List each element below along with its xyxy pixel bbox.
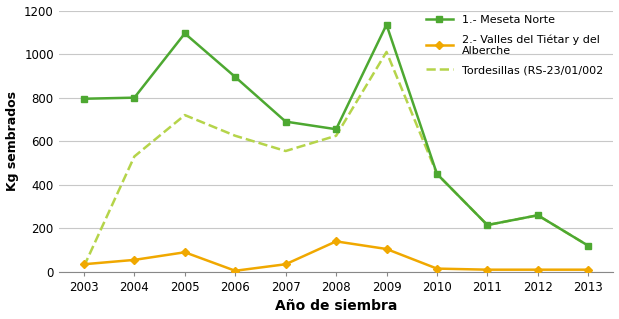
1.- Meseta Norte — [534, 213, 542, 217]
Tordesillas (RS-23/01/002 — [332, 134, 340, 138]
1.- Meseta Norte — [483, 223, 491, 227]
2.- Valles del Tiétar y del
Alberche — [332, 240, 340, 243]
Line: 2.- Valles del Tiétar y del
Alberche: 2.- Valles del Tiétar y del Alberche — [81, 238, 591, 274]
2.- Valles del Tiétar y del
Alberche — [534, 268, 542, 271]
Y-axis label: Kg sembrados: Kg sembrados — [6, 91, 19, 191]
Tordesillas (RS-23/01/002 — [383, 50, 390, 54]
1.- Meseta Norte — [80, 97, 88, 101]
Tordesillas (RS-23/01/002 — [584, 244, 592, 248]
2.- Valles del Tiétar y del
Alberche — [80, 262, 88, 266]
1.- Meseta Norte — [332, 127, 340, 131]
2.- Valles del Tiétar y del
Alberche — [433, 267, 441, 271]
1.- Meseta Norte — [584, 244, 592, 248]
Tordesillas (RS-23/01/002 — [131, 154, 138, 158]
Tordesillas (RS-23/01/002 — [534, 213, 542, 217]
1.- Meseta Norte — [433, 172, 441, 176]
Tordesillas (RS-23/01/002 — [483, 223, 491, 227]
Line: Tordesillas (RS-23/01/002: Tordesillas (RS-23/01/002 — [84, 52, 588, 266]
2.- Valles del Tiétar y del
Alberche — [232, 269, 239, 273]
2.- Valles del Tiétar y del
Alberche — [181, 250, 189, 254]
1.- Meseta Norte — [383, 23, 390, 26]
1.- Meseta Norte — [131, 96, 138, 100]
1.- Meseta Norte — [181, 32, 189, 35]
2.- Valles del Tiétar y del
Alberche — [131, 258, 138, 262]
Tordesillas (RS-23/01/002 — [433, 172, 441, 176]
2.- Valles del Tiétar y del
Alberche — [383, 247, 390, 251]
Legend: 1.- Meseta Norte, 2.- Valles del Tiétar y del
Alberche, Tordesillas (RS-23/01/00: 1.- Meseta Norte, 2.- Valles del Tiétar … — [421, 11, 608, 80]
2.- Valles del Tiétar y del
Alberche — [483, 268, 491, 271]
2.- Valles del Tiétar y del
Alberche — [584, 268, 592, 271]
1.- Meseta Norte — [232, 75, 239, 79]
1.- Meseta Norte — [282, 120, 289, 123]
X-axis label: Año de siembra: Año de siembra — [275, 300, 397, 314]
Line: 1.- Meseta Norte: 1.- Meseta Norte — [80, 21, 592, 249]
Tordesillas (RS-23/01/002 — [181, 113, 189, 117]
Tordesillas (RS-23/01/002 — [282, 149, 289, 153]
Tordesillas (RS-23/01/002 — [232, 134, 239, 138]
2.- Valles del Tiétar y del
Alberche — [282, 262, 289, 266]
Tordesillas (RS-23/01/002 — [80, 264, 88, 268]
